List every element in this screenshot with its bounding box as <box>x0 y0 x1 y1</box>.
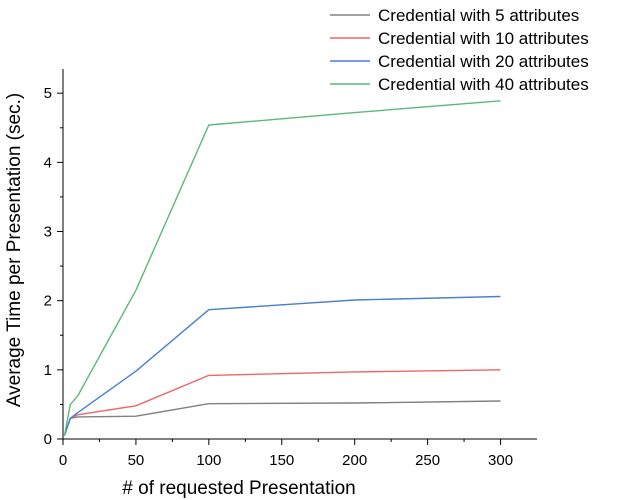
y-tick-label: 5 <box>44 85 52 102</box>
x-tick-label: 250 <box>415 452 440 469</box>
legend-label: Credential with 40 attributes <box>378 75 589 94</box>
y-axis-ticks: 0 1 2 3 4 5 <box>44 85 63 448</box>
series-lines <box>63 100 501 436</box>
y-tick-label: 2 <box>44 293 52 310</box>
x-tick-label: 0 <box>59 452 67 469</box>
x-axis-title: # of requested Presentation <box>122 478 355 499</box>
legend-label: Credential with 20 attributes <box>378 52 589 71</box>
x-tick-label: 300 <box>488 452 513 469</box>
legend-label: Credential with 10 attributes <box>378 29 589 48</box>
x-axis-ticks: 0 50 100 150 200 250 300 <box>59 439 513 469</box>
y-tick-label: 3 <box>44 224 52 241</box>
axes <box>62 69 537 440</box>
y-axis-title: Average Time per Presentation (sec.) <box>4 93 25 407</box>
y-tick-label: 1 <box>44 362 52 379</box>
x-tick-label: 50 <box>128 452 145 469</box>
y-tick-label: 0 <box>44 431 52 448</box>
x-tick-label: 200 <box>342 452 367 469</box>
legend: Credential with 5 attributes Credential w… <box>330 6 589 94</box>
y-tick-label: 4 <box>44 154 52 171</box>
legend-label: Credential with 5 attributes <box>378 6 579 25</box>
series-line-4 <box>63 100 501 436</box>
x-tick-label: 100 <box>196 452 221 469</box>
x-tick-label: 150 <box>269 452 294 469</box>
series-line-3 <box>63 295 501 436</box>
